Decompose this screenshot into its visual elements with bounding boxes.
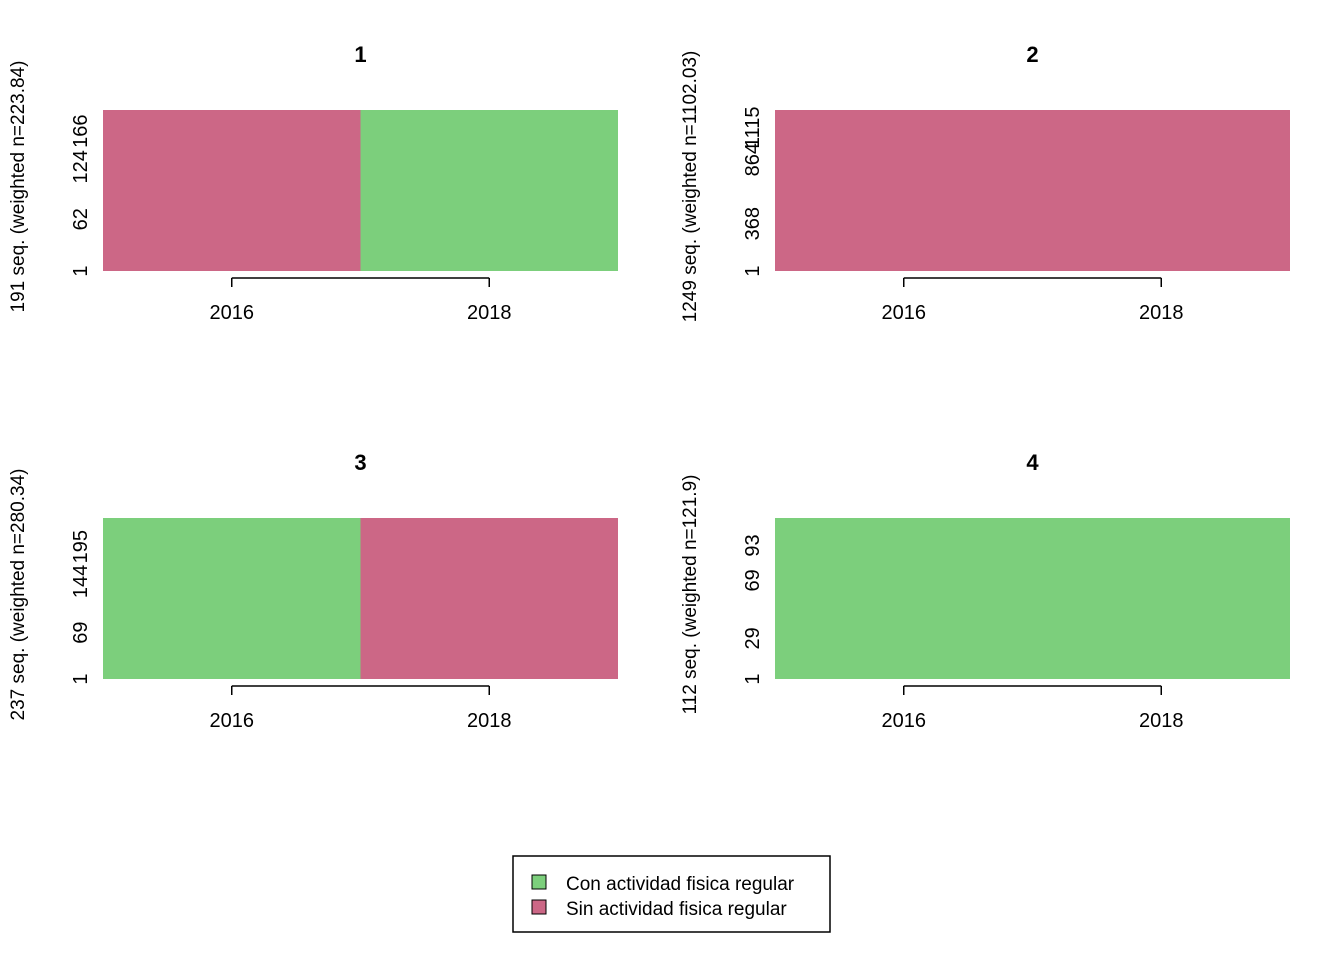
panel-title: 2 [1026,42,1038,67]
y-tick-label: 864 [742,143,764,176]
panel-title: 4 [1026,450,1039,475]
legend-label-con-actividad: Con actividad fisica regular [566,874,795,895]
y-tick-label: 29 [742,627,764,649]
legend-box [512,855,831,933]
y-tick-label: 1 [70,265,92,276]
legend-swatch-con-actividad [531,874,547,890]
x-tick-label: 2016 [210,710,255,732]
y-tick-label: 1 [742,265,764,276]
y-tick-label: 62 [70,208,92,230]
y-tick-label: 1115 [742,107,764,149]
x-tick-label: 2016 [882,302,927,324]
y-axis-label: 191 seq. (weighted n=223.84) [8,61,29,313]
legend-label-sin-actividad: Sin actividad fisica regular [566,899,787,920]
panel-4: 4 2016 2018 1 29 69 93 112 seq. (weighted n=121… [680,450,1290,732]
y-tick-label: 144 [70,565,92,598]
panel-1: 1 2016 2018 1 62 124 166 191 seq. (weighted n=2… [8,42,618,324]
panel-title: 3 [354,450,366,475]
y-tick-label: 1 [70,673,92,684]
y-axis-label: 237 seq. (weighted n=280.34) [8,469,29,721]
x-tick-label: 2018 [467,710,512,732]
legend-swatch-sin-actividad [531,899,547,915]
y-tick-label: 1 [742,673,764,684]
sequence-bar [103,110,361,271]
x-tick-label: 2018 [1139,710,1184,732]
sequence-bar [360,110,618,271]
y-tick-label: 368 [742,207,764,240]
x-tick-label: 2018 [1139,302,1184,324]
x-tick-label: 2018 [467,302,512,324]
sequence-bar [775,518,1290,679]
y-axis-label: 112 seq. (weighted n=121.9) [680,475,701,715]
y-tick-label: 166 [70,114,92,147]
y-tick-label: 69 [742,569,764,591]
y-tick-label: 93 [742,534,764,556]
y-tick-label: 69 [70,621,92,643]
y-tick-label: 195 [70,530,92,563]
x-tick-label: 2016 [210,302,255,324]
y-tick-label: 124 [70,150,92,183]
panel-title: 1 [354,42,366,67]
sequence-bar [775,110,1290,271]
sequence-bar [360,518,618,679]
legend: Con actividad fisica regular Sin activid… [512,855,831,933]
x-tick-label: 2016 [882,710,927,732]
sequence-bar [103,518,361,679]
y-axis-label: 1249 seq. (weighted n=1102.03) [680,51,701,323]
